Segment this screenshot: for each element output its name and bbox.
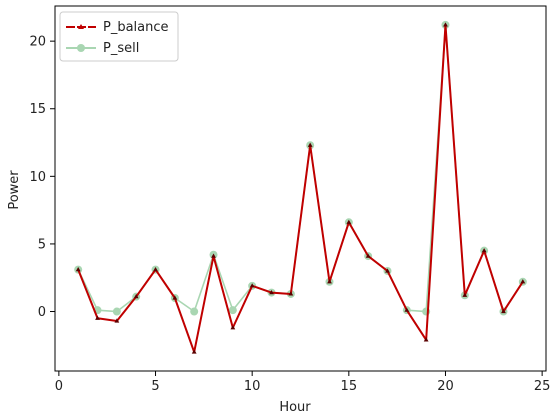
y-tick-label: 0 (38, 305, 46, 320)
p-balance-point (365, 253, 371, 258)
p-balance-point (95, 315, 100, 320)
p-balance-point (327, 279, 332, 284)
y-tick-label: 20 (29, 35, 46, 50)
p-balance-point (269, 289, 274, 295)
p-balance-point (249, 283, 255, 288)
p-balance-point (172, 295, 178, 300)
y-tick-label: 15 (29, 102, 46, 117)
p-balance-point (520, 279, 526, 284)
y-tick-label: 10 (29, 170, 46, 185)
x-tick-label: 15 (341, 379, 358, 394)
x-tick-label: 20 (437, 379, 454, 394)
p-balance-point (191, 349, 197, 354)
p-balance-point (423, 337, 429, 342)
p-balance-point (230, 325, 236, 330)
legend-label-p-sell: P_sell (103, 41, 139, 56)
p-balance-point (211, 253, 216, 258)
p-balance-point (114, 318, 120, 323)
p-balance-point (385, 268, 390, 273)
p-sell-point (112, 307, 121, 316)
p-sell-point (228, 306, 237, 315)
x-tick-label: 10 (244, 379, 261, 394)
p-balance-point (404, 307, 410, 312)
x-tick-label: 25 (534, 379, 550, 394)
p-balance-point (75, 267, 81, 272)
p-balance-point (153, 267, 158, 272)
p-balance-point (443, 22, 448, 27)
legend-item-p-balance: P_balance (66, 20, 169, 35)
p-sell-point (190, 307, 199, 316)
series-p-balance (75, 22, 526, 354)
plot-area (54, 5, 547, 372)
x-tick-label: 0 (55, 379, 63, 394)
legend: P_balance P_sell (59, 11, 179, 62)
p-balance-point (501, 308, 506, 314)
p-balance-point (462, 292, 468, 297)
axis-ticks: 0 5 10 15 20 25 0 5 10 15 20 (29, 35, 550, 394)
y-axis-label: Power (7, 170, 22, 210)
legend-item-p-sell: P_sell (66, 41, 139, 56)
x-tick-label: 5 (151, 379, 159, 394)
p-balance-point (288, 291, 294, 296)
p-balance-line (77, 23, 524, 354)
legend-label-p-balance: P_balance (103, 20, 169, 35)
p-balance-point (307, 142, 313, 147)
x-axis-label: Hour (279, 400, 311, 415)
p-balance-point (481, 248, 487, 253)
y-tick-label: 5 (38, 237, 46, 252)
p-balance-point (346, 219, 352, 224)
p-balance-point (133, 294, 139, 299)
